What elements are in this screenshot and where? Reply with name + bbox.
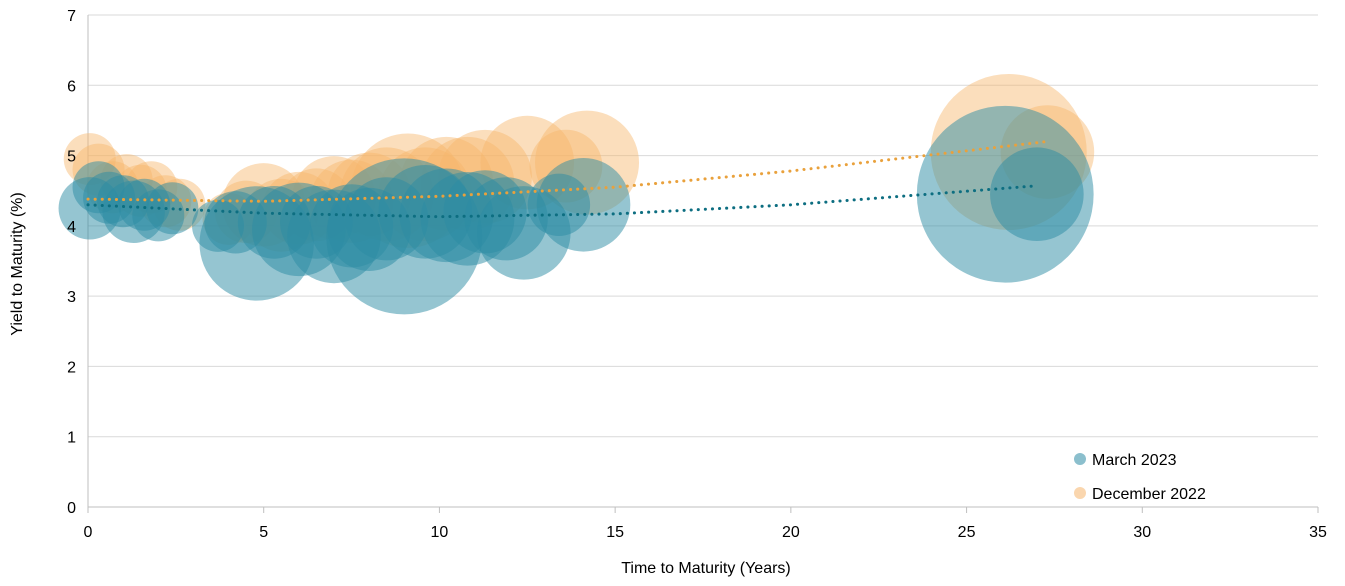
- trendline-december-2022: [86, 140, 1049, 203]
- tick-layer: 0 1 2 3 4 5 6 7 0 5 10 15 20 25 30 35: [67, 8, 1327, 541]
- y-axis-label: Yield to Maturity (%): [9, 192, 26, 335]
- y-tick-label: 4: [67, 219, 76, 236]
- bubble-march-2023: [536, 157, 631, 252]
- x-tick-label: 15: [606, 524, 624, 541]
- axis-layer: [87, 15, 1319, 513]
- x-tick-label: 30: [1133, 524, 1151, 541]
- x-tick-label: 5: [259, 524, 268, 541]
- y-tick-label: 6: [67, 78, 76, 95]
- y-tick-label: 3: [67, 289, 76, 306]
- x-axis-label: Time to Maturity (Years): [621, 560, 791, 577]
- x-tick-label: 25: [958, 524, 976, 541]
- x-tick-label: 0: [84, 524, 93, 541]
- y-tick-label: 2: [67, 359, 76, 376]
- legend-label: December 2022: [1092, 486, 1206, 503]
- y-tick-label: 1: [67, 430, 76, 447]
- legend: March 2023 December 2022: [1074, 452, 1206, 503]
- bubble-march-2023: [990, 147, 1084, 242]
- legend-marker: [1074, 487, 1086, 499]
- x-tick-label: 10: [431, 524, 449, 541]
- y-tick-label: 7: [67, 8, 76, 25]
- y-tick-label: 0: [67, 500, 76, 517]
- x-tick-label: 20: [782, 524, 800, 541]
- trend-layer: [86, 140, 1049, 219]
- legend-label: March 2023: [1092, 452, 1177, 469]
- trendline-march-2023: [86, 184, 1039, 219]
- x-tick-label: 35: [1309, 524, 1327, 541]
- legend-marker: [1074, 453, 1086, 465]
- y-tick-label: 5: [67, 149, 76, 166]
